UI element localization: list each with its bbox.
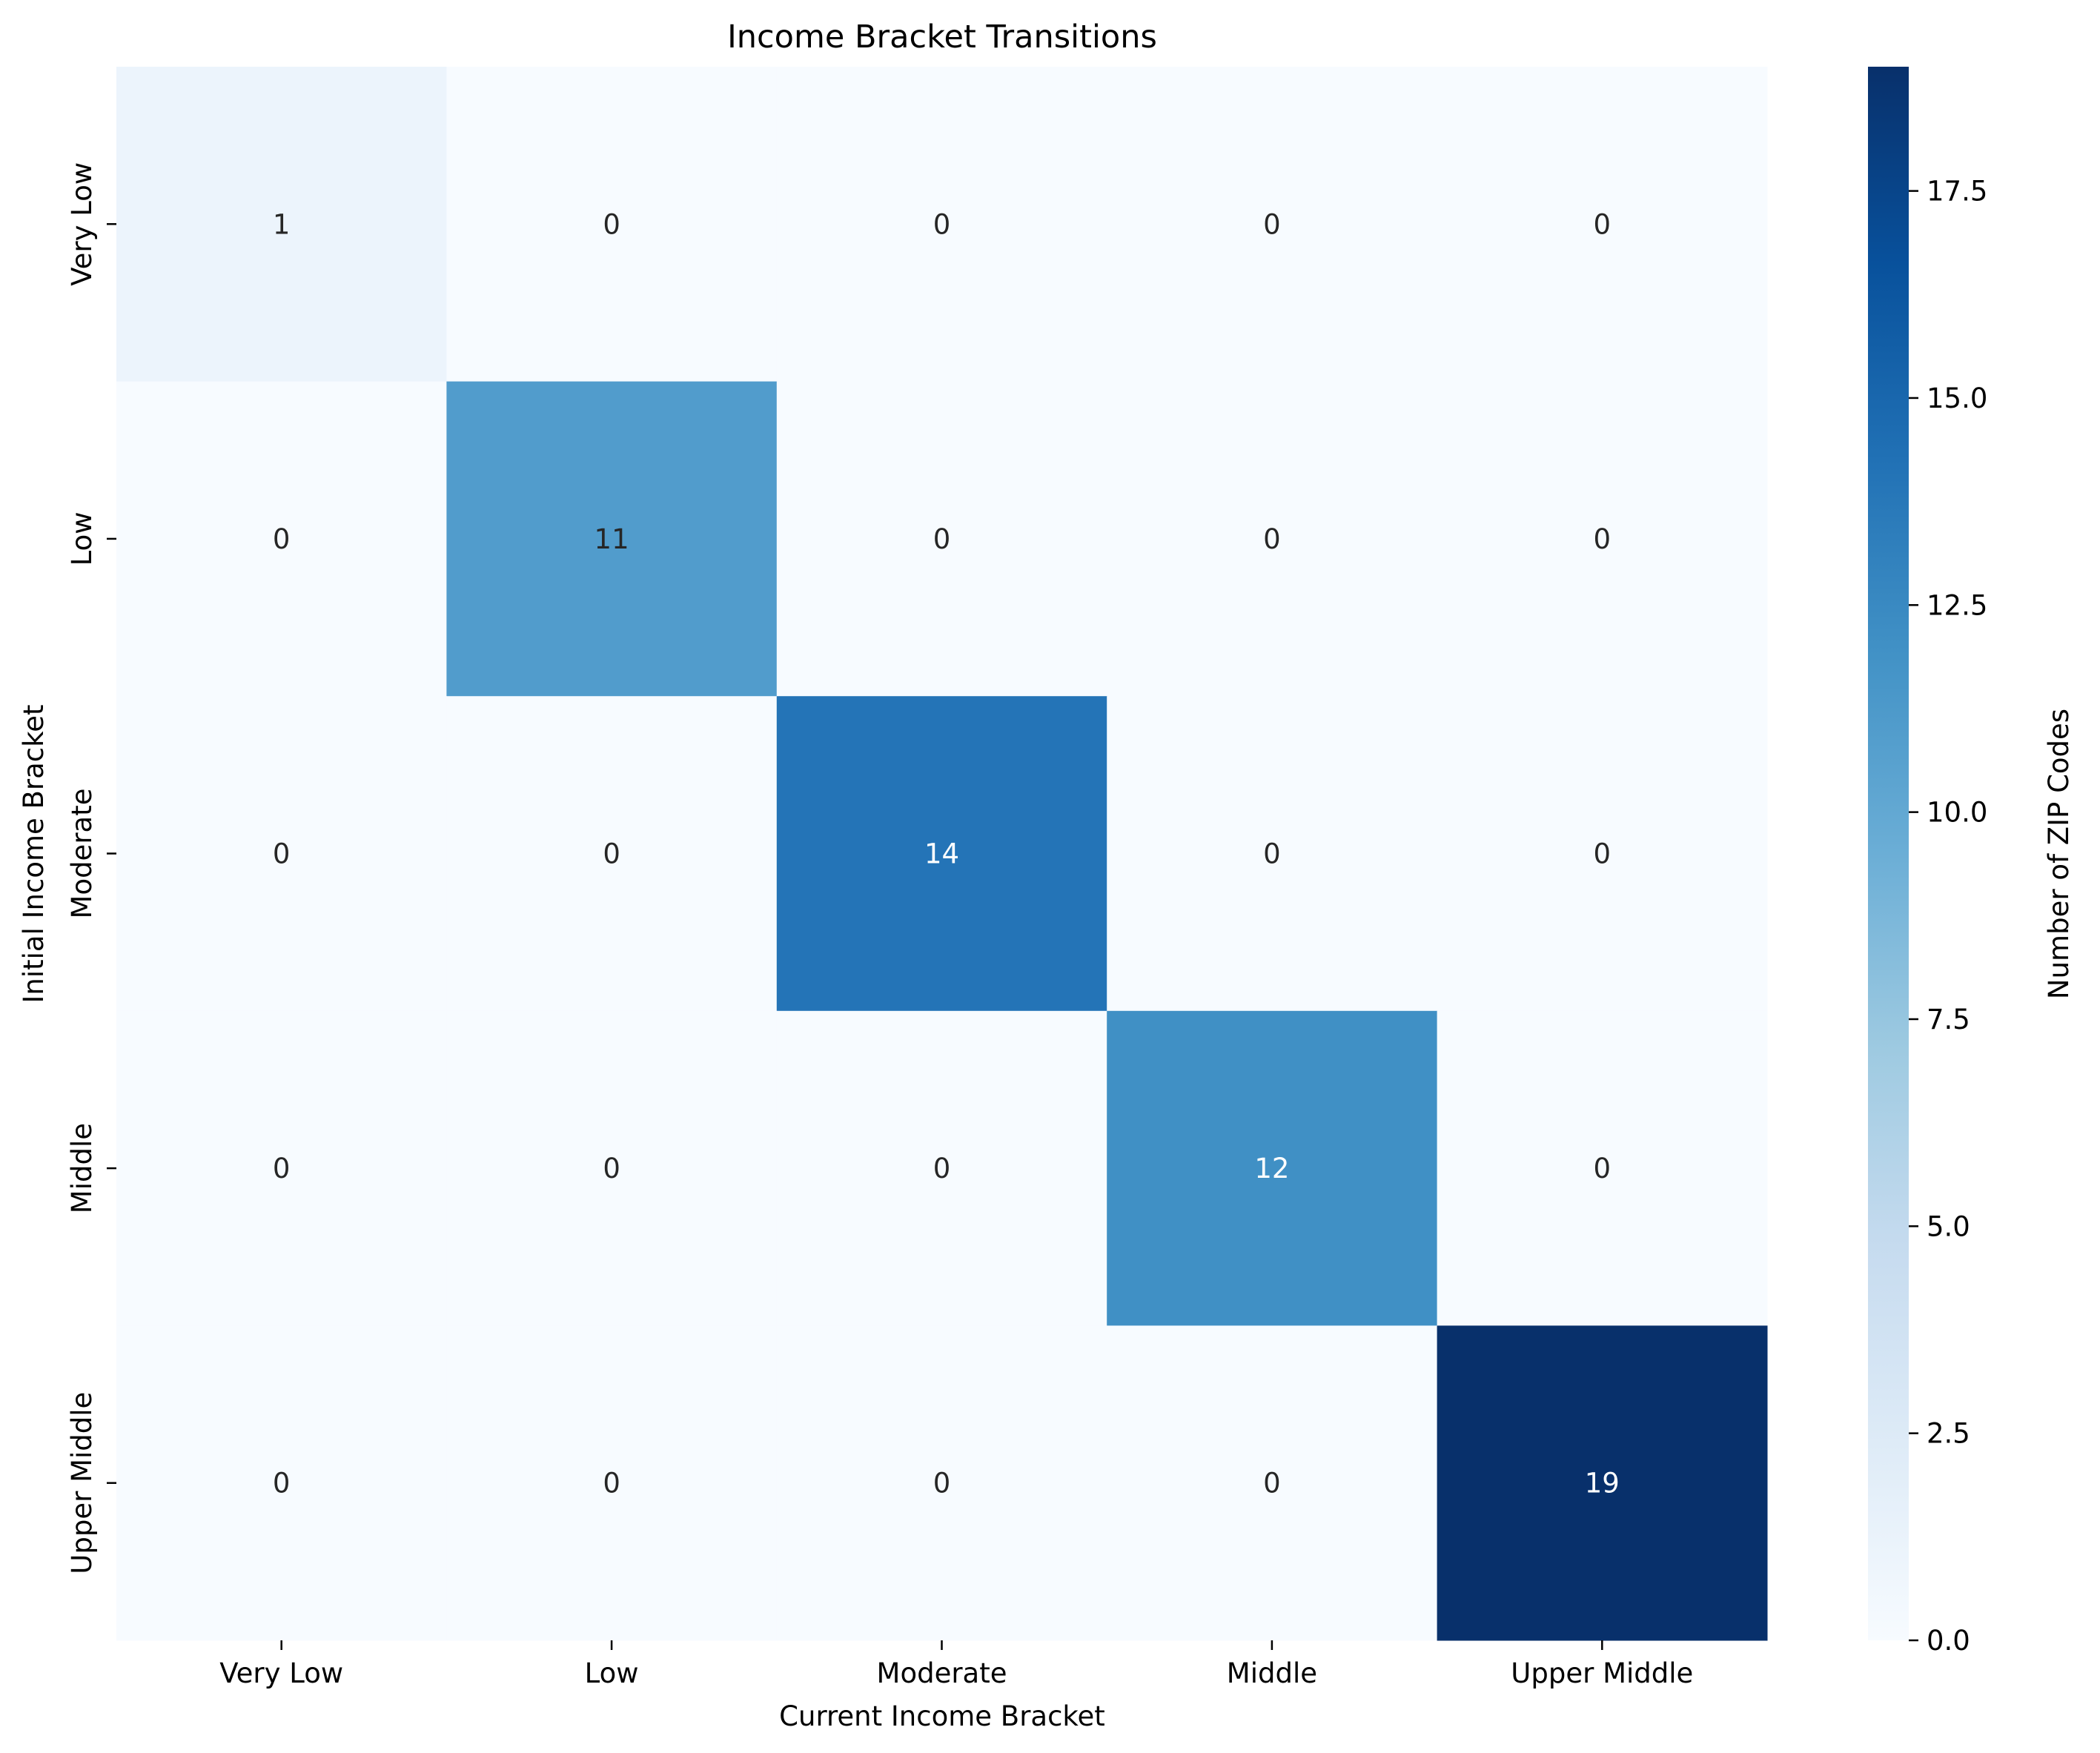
y-axis-label: Initial Income Bracket [18, 704, 50, 1003]
cell-value-r0-c4: 0 [1594, 208, 1612, 240]
heatmap-cell-r4-c2 [776, 1325, 1107, 1641]
cell-value-r4-c3: 0 [1263, 1468, 1281, 1500]
colorbar-gradient [1868, 67, 1909, 1640]
cell-value-r0-c0: 1 [273, 208, 291, 240]
heatmap-cell-r3-c2 [776, 1010, 1107, 1326]
cell-value-r3-c3: 12 [1254, 1153, 1289, 1184]
cell-value-r2-c1: 0 [603, 838, 620, 870]
cell-value-r4-c0: 0 [273, 1468, 291, 1500]
colorbar-tick-label-1: 2.5 [1927, 1418, 1970, 1450]
cell-value-r3-c0: 0 [273, 1153, 291, 1184]
heatmap-cell-r3-c1 [446, 1010, 778, 1326]
heatmap-cell-r2-c1 [446, 696, 778, 1012]
y-axis: Very Low Low Moderate Middle Upper Middle [66, 162, 116, 1574]
heatmap-cell-r0-c2 [776, 67, 1107, 382]
y-tick-label-2: Moderate [66, 789, 98, 919]
colorbar-tick-label-6: 15.0 [1927, 382, 1987, 414]
y-tick-label-0: Very Low [66, 162, 98, 286]
colorbar-label: Number of ZIP Codes [2043, 709, 2075, 999]
heatmap-cells [116, 67, 1768, 1641]
cell-annotations: 1 0 0 0 0 0 11 0 0 0 0 0 14 0 0 0 0 0 12 0 0 0 0 0 19 [273, 208, 1620, 1499]
cell-value-r1-c3: 0 [1263, 523, 1281, 555]
heatmap-cell-r4-c3 [1107, 1325, 1438, 1641]
colorbar-tick-label-0: 0.0 [1927, 1625, 1970, 1657]
x-tick-label-3: Middle [1227, 1657, 1317, 1689]
y-tick-label-4: Upper Middle [66, 1392, 98, 1574]
colorbar-tick-label-4: 10.0 [1927, 797, 1987, 829]
cell-value-r0-c3: 0 [1263, 208, 1281, 240]
cell-value-r2-c0: 0 [273, 838, 291, 870]
x-tick-label-4: Upper Middle [1511, 1657, 1693, 1689]
cell-value-r4-c2: 0 [933, 1468, 951, 1500]
colorbar-tick-label-5: 12.5 [1927, 589, 1987, 621]
heatmap-cell-r1-c0 [116, 381, 447, 697]
heatmap-cell-r4-c1 [446, 1325, 778, 1641]
heatmap-cell-r0-c4 [1437, 67, 1768, 382]
heatmap-cell-r4-c0 [116, 1325, 447, 1641]
x-tick-label-1: Low [585, 1657, 639, 1689]
y-tick-label-3: Middle [66, 1123, 98, 1213]
heatmap-cell-r2-c3 [1107, 696, 1438, 1012]
x-tick-label-2: Moderate [877, 1657, 1007, 1689]
cell-value-r4-c1: 0 [603, 1468, 620, 1500]
colorbar-tick-label-2: 5.0 [1927, 1210, 1970, 1242]
chart-title: Income Bracket Transitions [727, 19, 1157, 56]
heatmap-cell-r0-c1 [446, 67, 778, 382]
heatmap-cell-r1-c2 [776, 381, 1107, 697]
colorbar: 0.0 2.5 5.0 7.5 10.0 12.5 15.0 17.5 [1868, 67, 1987, 1657]
x-axis: Very Low Low Moderate Middle Upper Middle [219, 1640, 1693, 1689]
cell-value-r3-c1: 0 [603, 1153, 620, 1184]
colorbar-tick-label-7: 17.5 [1927, 176, 1987, 208]
cell-value-r1-c4: 0 [1594, 523, 1612, 555]
colorbar-tick-label-3: 7.5 [1927, 1004, 1970, 1035]
cell-value-r2-c4: 0 [1594, 838, 1612, 870]
cell-value-r4-c4: 19 [1585, 1468, 1620, 1500]
heatmap-cell-r2-c0 [116, 696, 447, 1012]
y-tick-label-1: Low [66, 511, 98, 566]
heatmap-cell-r2-c4 [1437, 696, 1768, 1012]
cell-value-r0-c2: 0 [933, 208, 951, 240]
cell-value-r0-c1: 0 [603, 208, 620, 240]
cell-value-r1-c2: 0 [933, 523, 951, 555]
cell-value-r2-c3: 0 [1263, 838, 1281, 870]
heatmap-cell-r0-c0 [116, 67, 447, 382]
heatmap-cell-r3-c3 [1107, 1010, 1438, 1326]
cell-value-r3-c4: 0 [1594, 1153, 1612, 1184]
heatmap-cell-r1-c1 [446, 381, 778, 697]
heatmap-cell-r0-c3 [1107, 67, 1438, 382]
x-tick-label-0: Very Low [219, 1657, 343, 1689]
heatmap-cell-r3-c4 [1437, 1010, 1768, 1326]
heatmap-cell-r3-c0 [116, 1010, 447, 1326]
heatmap-cell-r2-c2 [776, 696, 1107, 1012]
heatmap-cell-r4-c4 [1437, 1325, 1768, 1641]
cell-value-r3-c2: 0 [933, 1153, 951, 1184]
heatmap-cell-r1-c3 [1107, 381, 1438, 697]
cell-value-r1-c0: 0 [273, 523, 291, 555]
cell-value-r1-c1: 11 [594, 523, 629, 555]
heatmap-cell-r1-c4 [1437, 381, 1768, 697]
x-axis-label: Current Income Bracket [779, 1700, 1105, 1732]
cell-value-r2-c2: 14 [924, 838, 959, 870]
